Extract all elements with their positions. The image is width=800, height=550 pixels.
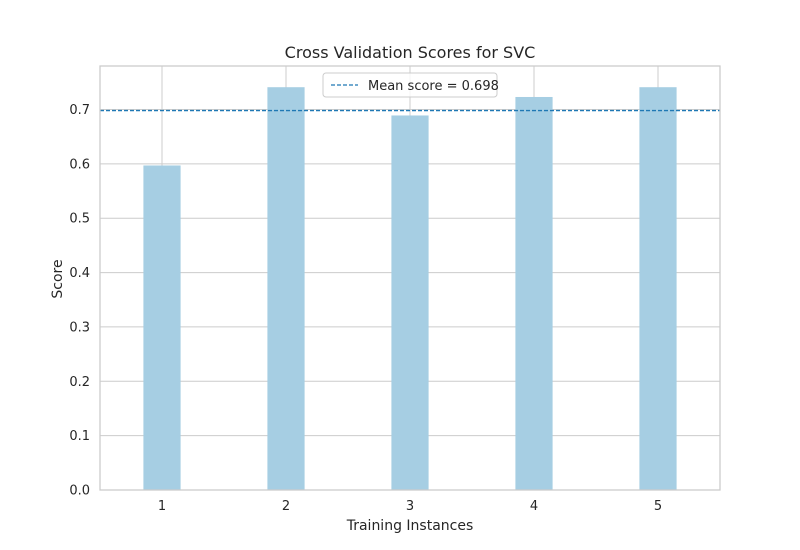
x-tick-label: 4 [530,499,538,514]
legend: Mean score = 0.698 [322,72,499,98]
x-tick-label: 1 [158,499,166,514]
y-tick-label: 0.2 [69,375,90,390]
y-tick-label: 0.1 [69,429,90,444]
x-tick-label: 3 [406,499,414,514]
x-tick-label: 5 [654,499,662,514]
x-axis-title: Training Instances [346,518,474,534]
plot-frame [99,65,721,491]
score-bar [639,87,677,490]
x-tick-label: 2 [282,499,290,514]
y-tick-label: 0.0 [69,484,90,499]
legend-box [322,72,498,98]
y-axis-title: Score [50,259,66,298]
score-bar [391,115,429,490]
x-tick-labels: 1 2 3 4 5 [158,499,662,514]
y-tick-label: 0.5 [69,212,90,227]
score-bar [143,165,181,490]
y-tick-label: 0.7 [69,103,90,118]
y-tick-label: 0.4 [69,266,90,281]
y-tick-label: 0.3 [69,320,90,335]
bar-layer [143,87,677,490]
chart-title: Cross Validation Scores for SVC [285,43,536,62]
legend-mean-score-label: Mean score = 0.698 [368,79,499,94]
score-bar [267,87,305,490]
score-bar [515,96,553,490]
y-tick-labels: 0.0 0.1 0.2 0.3 0.4 0.5 0.6 0.7 [69,103,90,499]
y-tick-label: 0.6 [69,157,90,172]
